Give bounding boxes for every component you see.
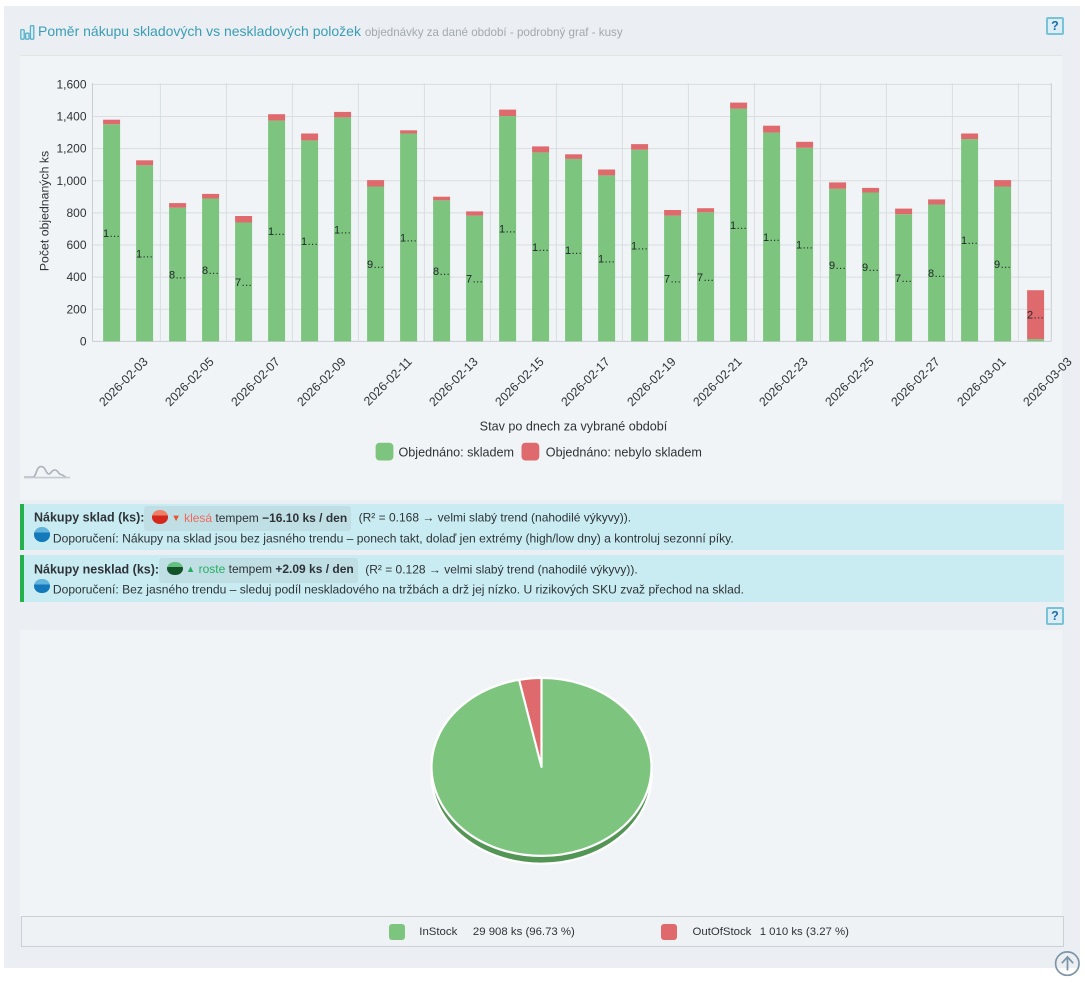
svg-text:1…: 1… [532,242,549,254]
svg-text:2026-03-03: 2026-03-03 [1020,355,1074,409]
svg-text:9…: 9… [829,260,846,272]
svg-text:1…: 1… [499,224,516,236]
svg-text:9…: 9… [862,262,879,274]
svg-text:Stav po dnech za vybrané obdob: Stav po dnech za vybrané období [480,420,668,434]
svg-text:1,600: 1,600 [56,77,86,91]
svg-text:2026-02-17: 2026-02-17 [558,355,612,409]
svg-text:1…: 1… [598,253,615,265]
svg-text:1…: 1… [796,240,813,252]
svg-text:Objednáno: skladem: Objednáno: skladem [399,445,515,459]
svg-text:8…: 8… [433,266,450,278]
svg-text:2026-03-01: 2026-03-01 [954,355,1008,409]
svg-text:2026-02-15: 2026-02-15 [492,355,546,409]
svg-text:600: 600 [66,238,86,252]
svg-text:8…: 8… [928,268,945,280]
svg-text:7…: 7… [664,274,681,286]
svg-text:1…: 1… [334,224,351,236]
svg-text:1…: 1… [763,232,780,244]
svg-text:1…: 1… [400,232,417,244]
svg-text:2026-02-27: 2026-02-27 [888,355,942,409]
svg-text:1,200: 1,200 [56,142,86,156]
svg-text:Počet objednaných ks: Počet objednaných ks [38,151,52,271]
svg-text:2026-02-19: 2026-02-19 [624,355,678,409]
svg-text:2026-02-25: 2026-02-25 [822,355,876,409]
svg-text:1,000: 1,000 [56,174,86,188]
svg-text:8…: 8… [169,270,186,282]
svg-text:2026-02-11: 2026-02-11 [361,355,415,409]
svg-text:1…: 1… [961,235,978,247]
svg-text:200: 200 [66,302,86,316]
svg-text:2026-02-21: 2026-02-21 [690,355,744,409]
svg-text:7…: 7… [235,277,252,289]
svg-text:9…: 9… [994,259,1011,271]
svg-text:2026-02-03: 2026-02-03 [96,355,150,409]
svg-text:1…: 1… [301,236,318,248]
svg-text:1…: 1… [268,226,285,238]
svg-text:1…: 1… [565,245,582,257]
svg-text:7…: 7… [895,273,912,285]
svg-text:8…: 8… [202,265,219,277]
svg-text:1,400: 1,400 [56,110,86,124]
svg-text:2026-02-13: 2026-02-13 [426,355,480,409]
svg-text:Objednáno: nebylo skladem: Objednáno: nebylo skladem [546,445,702,459]
svg-text:400: 400 [66,270,86,284]
svg-text:1…: 1… [136,248,153,260]
svg-text:2026-02-09: 2026-02-09 [294,355,348,409]
svg-text:7…: 7… [697,272,714,284]
svg-text:1…: 1… [730,220,747,232]
svg-text:9…: 9… [367,259,384,271]
svg-text:2026-02-05: 2026-02-05 [162,355,216,409]
svg-text:800: 800 [66,206,86,220]
svg-text:2…: 2… [1027,310,1044,322]
svg-text:2026-02-23: 2026-02-23 [756,355,810,409]
svg-text:1…: 1… [103,228,120,240]
svg-text:1…: 1… [631,241,648,253]
svg-text:0: 0 [80,334,87,348]
svg-text:7…: 7… [466,274,483,286]
svg-text:2026-02-07: 2026-02-07 [228,355,282,409]
